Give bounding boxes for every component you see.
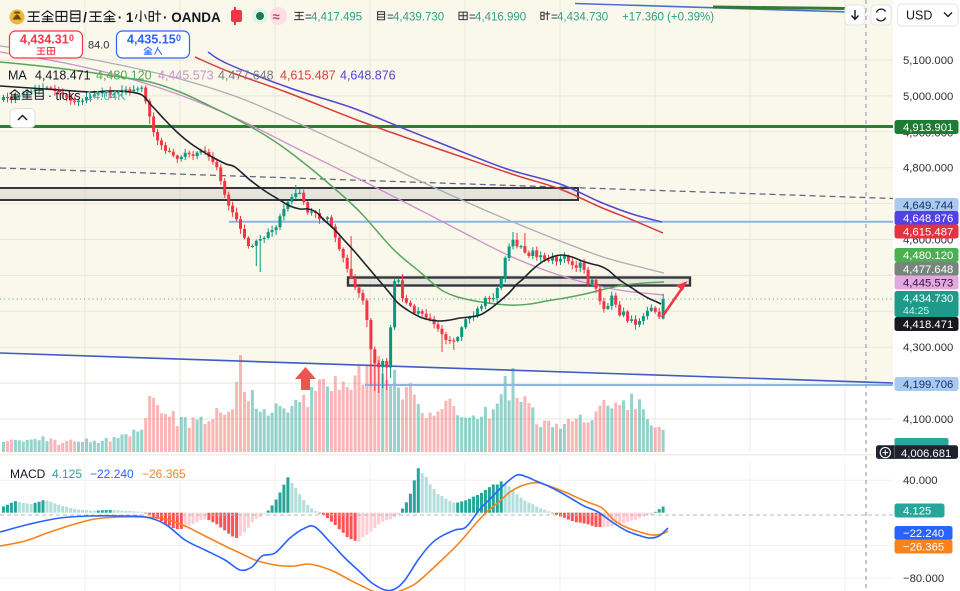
svg-text:4.125: 4.125 <box>903 506 931 518</box>
svg-text:0: 0 <box>176 33 181 43</box>
svg-text:MA: MA <box>8 69 27 83</box>
svg-text:4,434.730: 4,434.730 <box>557 12 608 24</box>
svg-text:4,649.744: 4,649.744 <box>903 200 953 212</box>
svg-text:−22.240: −22.240 <box>903 528 944 540</box>
svg-text:4,913.901: 4,913.901 <box>903 122 953 134</box>
svg-text:4,480.120: 4,480.120 <box>903 250 953 262</box>
svg-text:4,648.876: 4,648.876 <box>903 213 953 225</box>
svg-text:5,100.000: 5,100.000 <box>903 55 953 67</box>
svg-text:14.04K: 14.04K <box>86 89 126 103</box>
svg-text:4,418.471: 4,418.471 <box>35 69 91 83</box>
svg-text:=: = <box>469 12 476 24</box>
svg-text:=: = <box>551 12 558 24</box>
svg-text:· 1: · 1 <box>118 10 134 25</box>
svg-text:40.000: 40.000 <box>903 475 938 487</box>
svg-text:· OANDA: · OANDA <box>163 10 221 25</box>
svg-text:/: / <box>83 10 87 25</box>
svg-text:4,480.120: 4,480.120 <box>96 69 152 83</box>
svg-text:−80.000: −80.000 <box>903 573 944 585</box>
svg-text:−22.240: −22.240 <box>90 467 134 481</box>
svg-text:4,445.573: 4,445.573 <box>903 278 953 290</box>
svg-text:≈: ≈ <box>273 9 280 24</box>
svg-text:+17.360 (+0.39%): +17.360 (+0.39%) <box>622 12 714 24</box>
svg-text:4,199.706: 4,199.706 <box>903 379 953 391</box>
svg-text:4,477.648: 4,477.648 <box>218 69 274 83</box>
svg-text:4,418.471: 4,418.471 <box>903 319 953 331</box>
svg-text:4,800.000: 4,800.000 <box>903 163 953 175</box>
svg-text:MACD: MACD <box>10 467 46 481</box>
svg-text:4,439.730: 4,439.730 <box>393 12 444 24</box>
svg-text:=: = <box>305 12 312 24</box>
svg-text:4,434.730: 4,434.730 <box>903 293 953 305</box>
svg-text:4,445.573: 4,445.573 <box>158 69 214 83</box>
svg-text:5,000.000: 5,000.000 <box>903 91 953 103</box>
svg-text:4,006.681: 4,006.681 <box>901 448 951 460</box>
svg-text:· ticks: · ticks <box>48 89 81 103</box>
svg-text:44:25: 44:25 <box>903 305 929 317</box>
svg-text:4.125: 4.125 <box>52 467 82 481</box>
svg-text:=: = <box>387 12 394 24</box>
svg-text:4,615.487: 4,615.487 <box>280 69 336 83</box>
svg-text:−26.365: −26.365 <box>142 467 186 481</box>
svg-text:−26.365: −26.365 <box>903 542 944 554</box>
svg-text:4,648.876: 4,648.876 <box>340 69 396 83</box>
svg-text:4,100.000: 4,100.000 <box>903 414 953 426</box>
svg-text:4,435.15: 4,435.15 <box>127 33 176 47</box>
svg-text:4,434.31: 4,434.31 <box>20 33 69 47</box>
svg-text:4,416.990: 4,416.990 <box>475 12 526 24</box>
svg-text:0: 0 <box>69 33 74 43</box>
svg-text:USD: USD <box>906 9 932 23</box>
svg-text:4,300.000: 4,300.000 <box>903 342 953 354</box>
svg-text:4,615.487: 4,615.487 <box>903 227 953 239</box>
svg-text:4,417.495: 4,417.495 <box>311 12 362 24</box>
svg-text:84.0: 84.0 <box>88 40 109 52</box>
svg-text:4,477.648: 4,477.648 <box>903 264 953 276</box>
